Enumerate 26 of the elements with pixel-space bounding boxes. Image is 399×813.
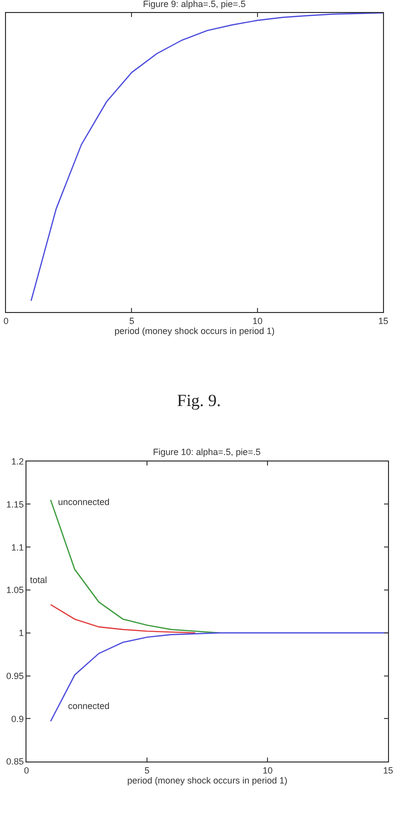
y-tick-label: 0.95 — [6, 670, 24, 681]
caption: Fig. 9. — [177, 391, 221, 410]
line-series — [50, 499, 220, 634]
x-tick-label: 10 — [262, 765, 273, 776]
x-tick-label: 0 — [3, 316, 8, 326]
series-label: connected — [68, 701, 110, 711]
x-tick-label: 5 — [129, 316, 134, 326]
x-tick-label: 10 — [252, 316, 262, 326]
y-tick-label: 0.85 — [6, 756, 24, 767]
line-series — [50, 604, 196, 634]
y-tick-label: 1.2 — [11, 456, 24, 466]
y-tick-label: 1.05 — [6, 585, 24, 596]
y-tick-label: 1.1 — [11, 542, 24, 552]
x-tick-label: 15 — [383, 765, 394, 776]
x-tick-label: 15 — [378, 316, 388, 326]
y-tick-label: 1.15 — [6, 499, 24, 510]
x-tick-label: 5 — [144, 765, 150, 776]
x-tick-label: 0 — [24, 765, 30, 776]
x-axis-title: period (money shock occurs in period 1) — [114, 326, 275, 336]
text: total — [30, 575, 48, 585]
chart-title: Figure 9: alpha=.5, pie=.5 — [143, 0, 246, 9]
y-tick-label: 0.9 — [11, 714, 24, 724]
y-tick-label: 1 — [18, 628, 24, 638]
x-axis-title: period (money shock occurs in period 1) — [127, 775, 288, 786]
chart-title: Figure 10: alpha=.5, pie=.5 — [153, 447, 261, 457]
series-label: unconnected — [58, 497, 110, 507]
